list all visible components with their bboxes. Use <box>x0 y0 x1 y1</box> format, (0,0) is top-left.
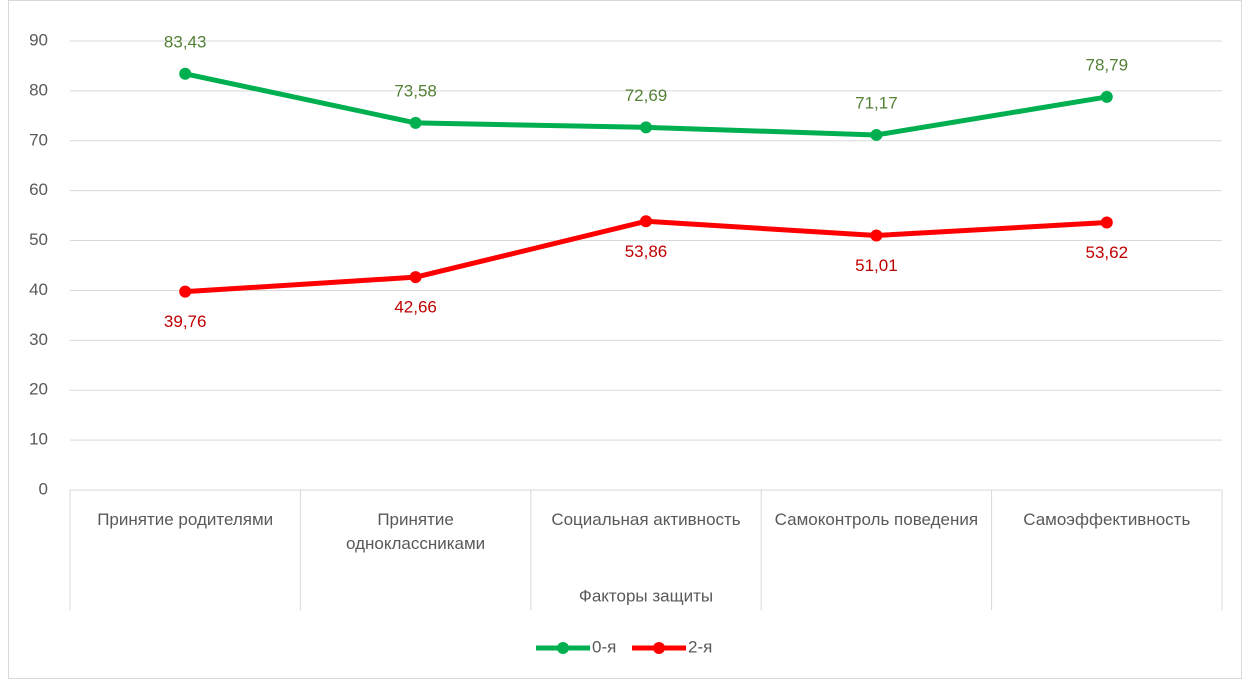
series-point <box>1100 90 1113 103</box>
y-tick-label: 90 <box>29 30 48 49</box>
series-point <box>640 215 652 228</box>
x-tick-label-box: Принятие одноклассниками <box>345 510 486 553</box>
data-label: 71,17 <box>855 93 898 112</box>
data-label: 73,58 <box>394 81 437 100</box>
x-tick-label-box: Социальная активность <box>551 510 741 529</box>
x-tick-label-box: Самоэффективность <box>1023 510 1191 529</box>
series-point <box>409 271 422 284</box>
y-tick-label: 70 <box>29 130 48 149</box>
data-label: 53,62 <box>1086 243 1129 262</box>
series-point <box>179 67 192 80</box>
y-tick-label: 10 <box>29 430 48 449</box>
x-tick-label-box: Принятие родителями <box>97 510 274 529</box>
x-tick-label: Самоконтроль поведения <box>774 510 979 529</box>
x-tick-label: Самоэффективность <box>1023 510 1191 529</box>
data-label: 53,86 <box>625 242 668 261</box>
x-tick-label-box: Самоконтроль поведения <box>774 510 979 529</box>
y-tick-label: 50 <box>29 230 48 249</box>
data-label: 83,43 <box>164 32 207 51</box>
y-tick-label: 40 <box>29 280 48 299</box>
y-tick-label: 60 <box>29 180 48 199</box>
y-tick-label: 0 <box>39 479 48 498</box>
x-axis-title: Факторы защиты <box>579 586 713 605</box>
x-tick-label: Социальная активность <box>551 510 741 529</box>
series-point <box>1100 216 1113 229</box>
legend-label: 2-я <box>688 637 712 656</box>
y-tick-label: 30 <box>29 330 48 349</box>
y-tick-label: 20 <box>29 380 48 399</box>
legend-label: 0-я <box>592 637 616 656</box>
chart-border <box>8 0 1242 679</box>
legend-marker <box>653 642 665 654</box>
y-tick-label: 80 <box>29 80 48 99</box>
data-label: 78,79 <box>1086 55 1129 74</box>
series-point <box>870 128 883 141</box>
data-label: 42,66 <box>394 298 437 317</box>
data-label: 39,76 <box>164 312 207 331</box>
data-label: 51,01 <box>855 256 898 275</box>
series-point <box>409 116 422 129</box>
x-tick-label: Принятие одноклассниками <box>345 510 486 553</box>
series-point <box>179 285 192 298</box>
series-point <box>870 229 883 242</box>
data-label: 72,69 <box>625 86 668 105</box>
series-point <box>640 121 652 134</box>
x-tick-label: Принятие родителями <box>97 510 274 529</box>
legend-marker <box>557 642 569 654</box>
